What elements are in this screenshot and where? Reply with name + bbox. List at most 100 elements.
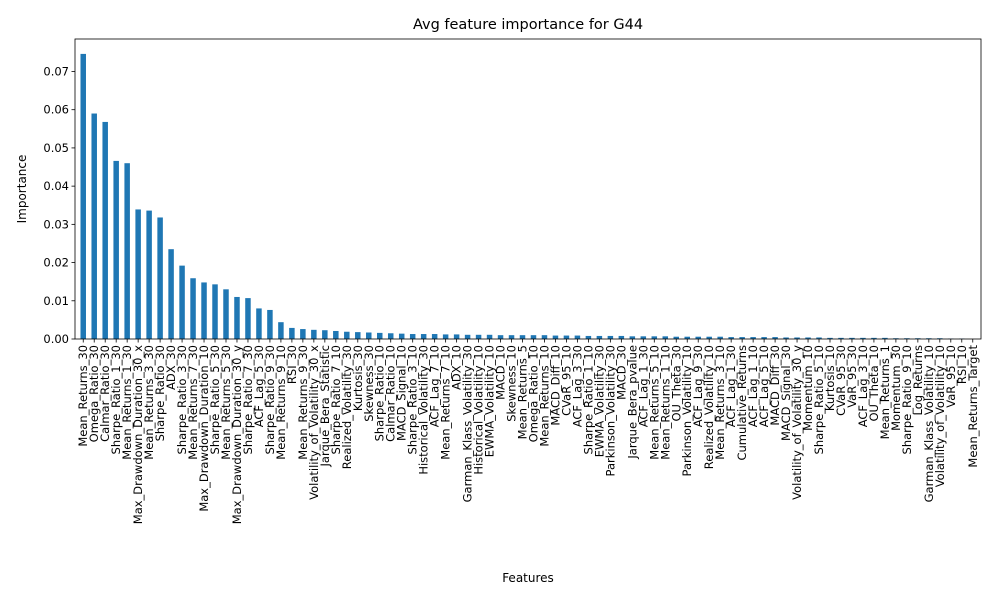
bar [464,334,471,339]
x-tick-label: Sharpe_Ratio_5_30 [208,345,222,454]
x-tick-label: Volatility_of_Volatility_10 [933,345,947,487]
bar [168,249,174,339]
x-tick-label: ACF_Lag_5_10 [757,345,771,427]
x-tick-label: Kurtosis_10 [823,345,837,411]
bar [223,289,229,339]
bar [871,337,877,339]
y-tick-label: 0.07 [43,64,69,78]
bar [387,333,394,339]
bar [311,329,317,339]
x-tick-label: MACD_Signal_30 [779,345,793,441]
y-tick-label: 0.04 [43,179,69,193]
x-tick-label: Cumulative_Returns [735,345,749,461]
bars [80,53,965,340]
bar [420,334,427,339]
bar [135,209,141,339]
bar [497,335,504,339]
y-tick-label: 0.01 [43,294,69,308]
bar [684,336,690,339]
bar [124,163,130,339]
bar [750,337,756,339]
x-tick-label: Max_Drawdown_Duration_30_x [131,345,145,524]
bar [146,210,152,339]
bar [695,336,701,339]
x-tick-label: EWMA_Volatility_30 [592,345,606,457]
x-tick-label: Sharpe_Ratio_30 [153,345,167,441]
bar [300,329,306,339]
x-tick-label: Mean_Returns_9_10 [274,345,288,460]
bar [212,284,218,339]
bar [333,330,339,339]
x-tick-label: EWMA_Volatility_10 [483,345,497,457]
bar [245,298,251,339]
bar [278,322,284,339]
bar [541,335,548,339]
bar [322,330,328,339]
bar [860,337,866,339]
bar [377,332,383,339]
bar [344,331,350,339]
x-tick-label: Sharpe_Ratio_9_10 [900,345,914,454]
x-tick-label: ACF_Lag_3_10 [856,345,870,427]
x-tick-label: Realized_Volatility_30 [340,345,354,469]
x-tick-label: MACD_10 [494,345,508,400]
y-axis-label: Importance [15,155,29,224]
x-axis-ticks: Mean_Returns_30Omega_Ratio_30Calmar_Rati… [76,339,980,524]
x-tick-label: Max_Drawdown_Duration_30_y [230,345,244,524]
bar [607,335,614,339]
bar [289,327,295,339]
x-tick-label: Historical_Volatility_10 [472,345,486,475]
bar [816,337,822,339]
x-tick-label: Mean_Returns_3_30 [142,345,156,460]
x-tick-label: Mean_Returns_9_30 [296,345,310,460]
bar [739,337,745,339]
bar [651,336,658,339]
bar [552,335,559,339]
bar [80,53,86,340]
bar [157,217,163,339]
x-tick-label: ACF_Lag_5_30 [252,345,266,427]
x-tick-label: Mean_Returns_7_30 [186,345,200,460]
x-tick-label: Mean_Returns_1 [878,345,892,439]
x-tick-label: Parkinson_Volatility_30 [603,345,617,476]
bar [706,336,712,339]
x-tick-label: Realized_Volatility_10 [702,345,716,469]
x-tick-label: OU_Theta_30 [669,345,683,422]
bar [453,334,460,339]
bar [102,121,108,340]
x-tick-label: Sharpe_Ratio_3_30 [175,345,189,454]
bar [179,265,185,339]
x-tick-label: Mean_Returns_Target [966,345,980,468]
x-tick-label: ADX_10 [450,345,464,390]
bar [662,336,669,339]
y-tick-label: 0.03 [43,217,69,231]
bar [409,334,416,339]
bar [585,335,592,339]
x-tick-label: Sharpe_Ratio_7_10 [329,345,343,454]
x-tick-label: Mean_Returns_5_10 [647,345,661,460]
bar [113,160,119,339]
bar [475,334,482,339]
bar [530,335,537,339]
x-tick-label: ACF_Lag_9_30 [691,345,705,427]
x-tick-label: ADX_30 [164,345,178,390]
x-tick-label: ACF_Lag_1_30 [636,345,650,427]
bar [728,337,734,339]
bar [398,333,405,339]
x-tick-label: Calmar_Ratio_10 [384,345,398,442]
x-tick-label: Kurtosis_30 [351,345,365,411]
bar [366,332,372,339]
bar [596,335,603,339]
bar [640,336,647,339]
x-tick-label: Jarque_Bera_Statistic [318,345,332,467]
x-tick-label: Momentum_10 [801,345,815,431]
x-tick-label: Parkinson_Volatility_10 [680,345,694,476]
x-tick-label: Garman_Klass_Volatility_30 [461,345,475,502]
x-tick-label: Sharpe_Ratio_7_30 [241,345,255,454]
chart-title: Avg feature importance for G44 [413,17,643,33]
x-tick-label: VaR_95_30 [845,345,859,408]
x-tick-label: VaR_95_10 [944,345,958,408]
x-tick-label: Volatility_of_Volatility_30_x [307,345,321,500]
bar [772,337,778,339]
